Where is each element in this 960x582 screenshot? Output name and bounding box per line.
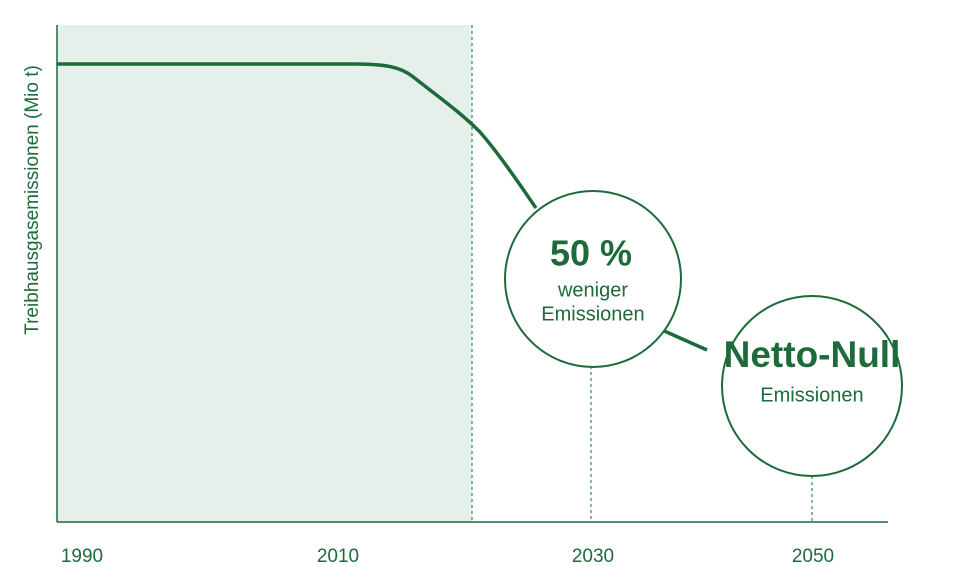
y-axis-label: Treibhausgasemissionen (Mio t) — [22, 65, 43, 335]
milestone-headline: 50 % — [550, 233, 632, 274]
milestone-circle — [504, 190, 682, 368]
past-region — [57, 25, 472, 522]
milestone-headline: Netto-Null — [724, 334, 901, 375]
x-tick-label: 2050 — [792, 546, 834, 567]
emission-curve — [57, 62, 538, 209]
x-tick-label: 2010 — [317, 546, 359, 567]
milestone-text: Emissionen — [760, 384, 863, 406]
x-tick-label: 2030 — [572, 546, 614, 567]
milestone-circle — [721, 295, 903, 477]
emission-curve — [661, 328, 708, 352]
milestone-text: Emissionen — [541, 303, 644, 325]
milestone-text: weniger — [557, 279, 628, 301]
x-tick-label: 1990 — [61, 546, 103, 567]
